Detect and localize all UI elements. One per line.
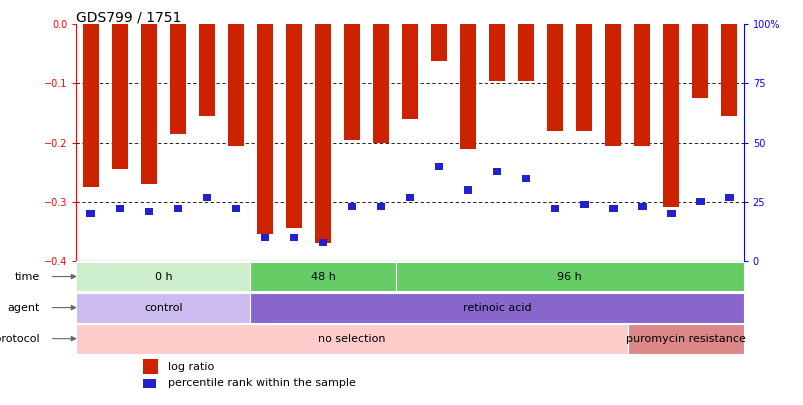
Bar [637, 203, 646, 210]
Bar [605, 24, 621, 146]
Bar [347, 203, 356, 210]
Bar [720, 24, 736, 116]
Bar [666, 210, 675, 217]
Text: time: time [14, 271, 39, 281]
Bar [402, 24, 418, 119]
Bar [395, 262, 743, 292]
Bar [260, 234, 269, 241]
Bar [143, 379, 156, 388]
Bar [406, 194, 414, 200]
Bar [492, 168, 501, 175]
Bar [169, 24, 185, 134]
Bar [228, 24, 243, 146]
Bar [608, 205, 617, 213]
Bar [231, 205, 240, 213]
Bar [547, 24, 562, 131]
Text: puromycin resistance: puromycin resistance [625, 334, 744, 344]
Text: GDS799 / 1751: GDS799 / 1751 [76, 10, 181, 24]
Bar [373, 24, 389, 143]
Bar [576, 24, 591, 131]
Bar [173, 205, 182, 213]
Bar [289, 234, 298, 241]
Bar [143, 360, 157, 374]
Bar [459, 24, 475, 149]
Bar [141, 24, 157, 184]
Bar [627, 324, 743, 354]
Bar [724, 194, 732, 200]
Bar [251, 293, 743, 322]
Bar [662, 24, 679, 207]
Bar [87, 210, 96, 217]
Bar [521, 175, 530, 182]
Text: agent: agent [7, 303, 39, 313]
Bar [83, 24, 99, 187]
Text: percentile rank within the sample: percentile rank within the sample [168, 379, 355, 388]
Text: 0 h: 0 h [154, 271, 172, 281]
Bar [76, 293, 251, 322]
Text: no selection: no selection [318, 334, 385, 344]
Bar [76, 324, 627, 354]
Bar [376, 203, 385, 210]
Bar [198, 24, 214, 116]
Bar [315, 24, 331, 243]
Bar [517, 24, 533, 81]
Bar [434, 163, 443, 170]
Text: retinoic acid: retinoic acid [463, 303, 531, 313]
Bar [430, 24, 446, 61]
Text: control: control [144, 303, 182, 313]
Bar [344, 24, 360, 140]
Text: 96 h: 96 h [556, 271, 581, 281]
Bar [579, 200, 588, 208]
Text: growth protocol: growth protocol [0, 334, 39, 344]
Bar [112, 24, 128, 169]
Bar [257, 24, 272, 234]
Bar [202, 194, 211, 200]
Bar [116, 205, 124, 213]
Bar [634, 24, 650, 146]
Bar [145, 208, 153, 215]
Bar [251, 262, 395, 292]
Bar [695, 198, 703, 205]
Text: log ratio: log ratio [168, 362, 214, 372]
Bar [318, 239, 327, 245]
Bar [691, 24, 707, 98]
Bar [76, 262, 251, 292]
Text: 48 h: 48 h [310, 271, 335, 281]
Bar [488, 24, 504, 81]
Bar [286, 24, 302, 228]
Bar [550, 205, 559, 213]
Bar [463, 186, 472, 194]
